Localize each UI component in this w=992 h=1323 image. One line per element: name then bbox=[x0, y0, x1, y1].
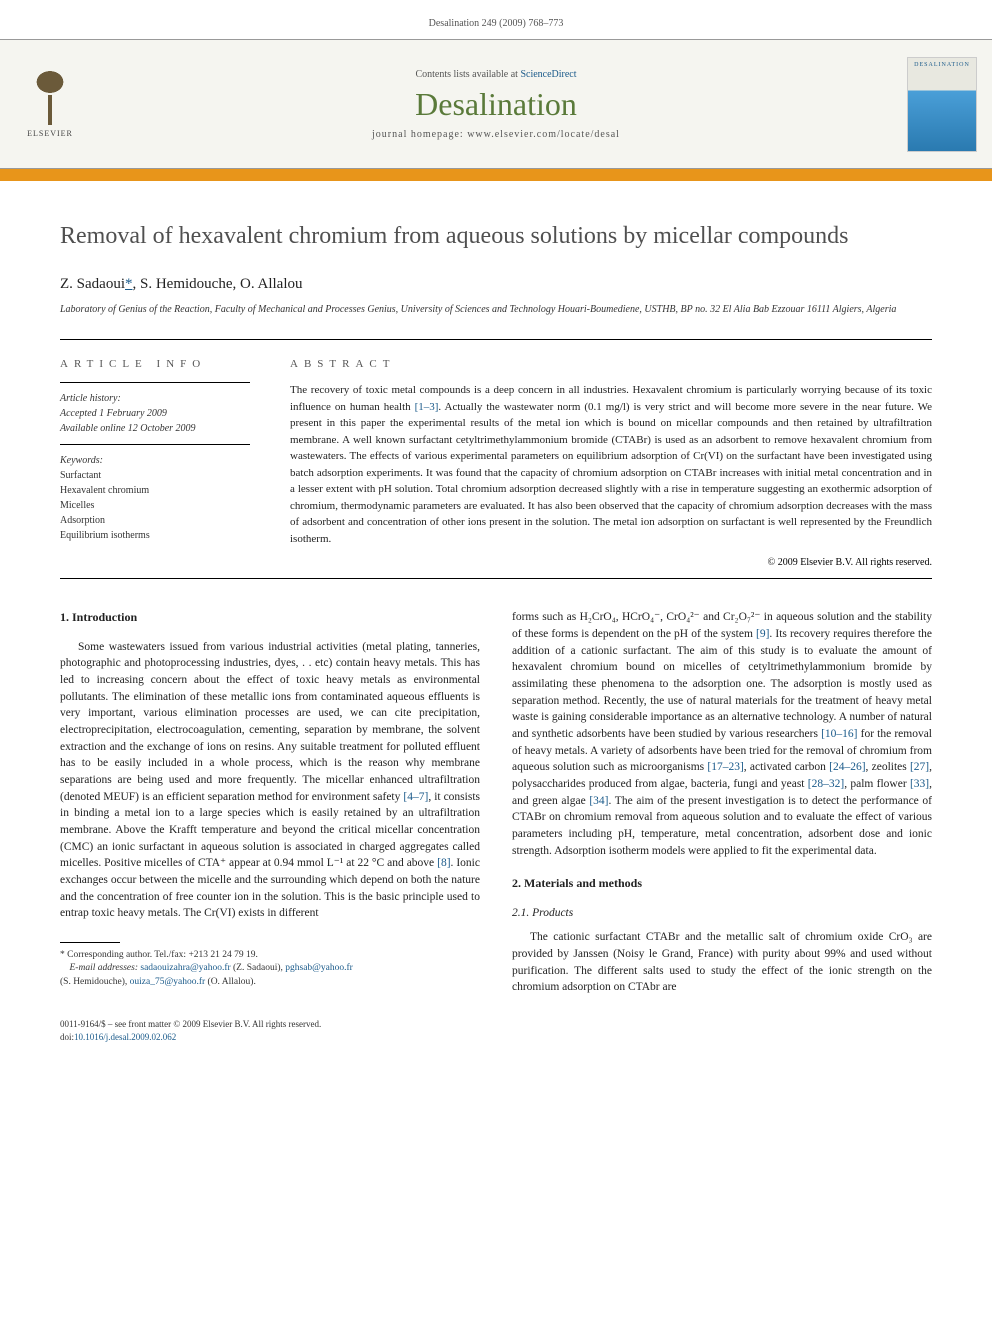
citation-link[interactable]: [24–26] bbox=[829, 761, 865, 773]
email-label: E-mail addresses: bbox=[70, 963, 139, 973]
body-paragraph: Some wastewaters issued from various ind… bbox=[60, 639, 480, 922]
page-footer: 0011-9164/$ – see front matter © 2009 El… bbox=[0, 1018, 992, 1073]
footer-doi-line: doi:10.1016/j.desal.2009.02.062 bbox=[60, 1031, 932, 1044]
abstract-column: ABSTRACT The recovery of toxic metal com… bbox=[290, 358, 932, 568]
abstract-heading: ABSTRACT bbox=[290, 358, 932, 370]
keywords-block: Keywords: Surfactant Hexavalent chromium… bbox=[60, 453, 250, 543]
article-info-column: ARTICLE INFO Article history: Accepted 1… bbox=[60, 358, 250, 568]
journal-cover-title: DESALINATION bbox=[908, 62, 976, 68]
citation-link[interactable]: [8] bbox=[437, 857, 450, 869]
info-divider-1 bbox=[60, 382, 250, 383]
elsevier-tree-icon bbox=[25, 70, 75, 125]
online-date: Available online 12 October 2009 bbox=[60, 421, 250, 436]
journal-banner: ELSEVIER Contents lists available at Sci… bbox=[0, 39, 992, 169]
contents-available-line: Contents lists available at ScienceDirec… bbox=[415, 69, 576, 80]
section-1-heading: 1. Introduction bbox=[60, 609, 480, 626]
citation-link[interactable]: [10–16] bbox=[821, 728, 857, 740]
abstract-copyright: © 2009 Elsevier B.V. All rights reserved… bbox=[290, 557, 932, 568]
email-link[interactable]: pghsab@yahoo.fr bbox=[285, 963, 353, 973]
email-footnote: E-mail addresses: sadaouizahra@yahoo.fr … bbox=[60, 962, 480, 989]
doi-link[interactable]: 10.1016/j.desal.2009.02.062 bbox=[74, 1032, 176, 1042]
body-two-column: 1. Introduction Some wastewaters issued … bbox=[60, 609, 932, 996]
author-1: Z. Sadaoui bbox=[60, 276, 125, 292]
article-title: Removal of hexavalent chromium from aque… bbox=[60, 221, 932, 252]
keywords-label: Keywords: bbox=[60, 453, 250, 468]
journal-homepage-line: journal homepage: www.elsevier.com/locat… bbox=[372, 129, 620, 140]
email-who: (Z. Sadaoui) bbox=[233, 963, 281, 973]
journal-cover-thumbnail: DESALINATION bbox=[907, 57, 977, 152]
authors-rest: , S. Hemidouche, O. Allalou bbox=[133, 276, 303, 292]
journal-name: Desalination bbox=[415, 86, 577, 123]
article-history-block: Article history: Accepted 1 February 200… bbox=[60, 391, 250, 436]
keyword: Hexavalent chromium bbox=[60, 483, 250, 498]
footer-copyright: 0011-9164/$ – see front matter © 2009 El… bbox=[60, 1018, 932, 1031]
elsevier-logo: ELSEVIER bbox=[15, 64, 85, 144]
author-list: Z. Sadaoui*, S. Hemidouche, O. Allalou bbox=[60, 276, 932, 293]
abstract-text: The recovery of toxic metal compounds is… bbox=[290, 382, 932, 547]
body-text: , zeolites bbox=[866, 761, 910, 773]
citation-link[interactable]: [17–23] bbox=[707, 761, 743, 773]
email-link[interactable]: ouiza_75@yahoo.fr bbox=[130, 977, 206, 987]
section-2-1-heading: 2.1. Products bbox=[512, 905, 932, 922]
footnote-separator bbox=[60, 942, 120, 943]
keyword: Equilibrium isotherms bbox=[60, 528, 250, 543]
contents-prefix: Contents lists available at bbox=[415, 69, 520, 80]
keyword: Adsorption bbox=[60, 513, 250, 528]
publisher-logo-block: ELSEVIER bbox=[0, 40, 100, 168]
email-who: (S. Hemidouche) bbox=[60, 977, 125, 987]
body-column-right: forms such as H₂CrO₄, HCrO₄⁻, CrO₄²⁻ and… bbox=[512, 609, 932, 996]
citation-link[interactable]: [27] bbox=[910, 761, 929, 773]
corresponding-author-marker[interactable]: * bbox=[125, 276, 133, 292]
journal-cover-block: DESALINATION bbox=[892, 40, 992, 168]
elsevier-logo-text: ELSEVIER bbox=[27, 129, 73, 138]
email-who: (O. Allalou) bbox=[208, 977, 254, 987]
article-info-heading: ARTICLE INFO bbox=[60, 358, 250, 370]
citation-link[interactable]: [34] bbox=[589, 795, 608, 807]
doi-prefix: doi: bbox=[60, 1032, 74, 1042]
abstract-text-part: . Actually the wastewater norm (0.1 mg/l… bbox=[290, 401, 932, 545]
keyword: Surfactant bbox=[60, 468, 250, 483]
orange-divider-bar bbox=[0, 169, 992, 181]
section-2-heading: 2. Materials and methods bbox=[512, 875, 932, 892]
body-text: . Its recovery requires therefore the ad… bbox=[512, 628, 932, 740]
footnotes: * Corresponding author. Tel./fax: +213 2… bbox=[60, 949, 480, 989]
divider-bottom bbox=[60, 578, 932, 579]
citation-link[interactable]: [28–32] bbox=[808, 778, 844, 790]
keyword: Micelles bbox=[60, 498, 250, 513]
citation-link[interactable]: [33] bbox=[910, 778, 929, 790]
history-label: Article history: bbox=[60, 391, 250, 406]
sciencedirect-link[interactable]: ScienceDirect bbox=[520, 69, 576, 80]
accepted-date: Accepted 1 February 2009 bbox=[60, 406, 250, 421]
corresponding-author-footnote: * Corresponding author. Tel./fax: +213 2… bbox=[60, 949, 480, 962]
info-divider-2 bbox=[60, 444, 250, 445]
body-text: , palm flower bbox=[844, 778, 910, 790]
running-header: Desalination 249 (2009) 768–773 bbox=[0, 0, 992, 39]
affiliation: Laboratory of Genius of the Reaction, Fa… bbox=[60, 303, 932, 317]
body-text: , activated carbon bbox=[744, 761, 829, 773]
body-paragraph: The cationic surfactant CTABr and the me… bbox=[512, 929, 932, 996]
body-text: Some wastewaters issued from various ind… bbox=[60, 641, 480, 803]
keywords-list: Surfactant Hexavalent chromium Micelles … bbox=[60, 468, 250, 543]
citation-link[interactable]: [9] bbox=[756, 628, 769, 640]
banner-center: Contents lists available at ScienceDirec… bbox=[100, 40, 892, 168]
citation-link[interactable]: [4–7] bbox=[403, 791, 428, 803]
citation-link[interactable]: [1–3] bbox=[415, 401, 439, 413]
email-link[interactable]: sadaouizahra@yahoo.fr bbox=[140, 963, 230, 973]
body-column-left: 1. Introduction Some wastewaters issued … bbox=[60, 609, 480, 996]
body-paragraph: forms such as H₂CrO₄, HCrO₄⁻, CrO₄²⁻ and… bbox=[512, 609, 932, 859]
